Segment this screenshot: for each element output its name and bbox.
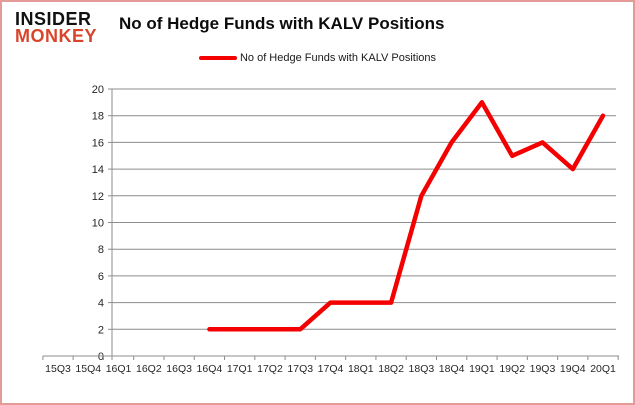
- x-axis-label: 18Q4: [439, 363, 465, 375]
- x-axis-label: 18Q2: [378, 363, 404, 375]
- series-line: [207, 100, 606, 332]
- logo-insider-text: INSIDER: [15, 9, 92, 29]
- x-axis-label: 17Q4: [318, 363, 344, 375]
- legend-line-swatch: [198, 56, 237, 60]
- y-axis-label: 0: [98, 351, 104, 363]
- y-axis-label: 10: [92, 218, 104, 230]
- logo-monkey-text: MONKEY: [15, 26, 98, 47]
- chart-title: No of Hedge Funds with KALV Positions: [119, 14, 445, 33]
- x-axis-label: 16Q2: [136, 363, 162, 375]
- x-axis-label: 18Q3: [409, 363, 435, 375]
- insider-monkey-logo: INSIDER MONKEY: [15, 9, 98, 47]
- x-axis-label: 17Q2: [257, 363, 283, 375]
- x-axis-label: 19Q1: [469, 363, 495, 375]
- y-axis-label: 14: [92, 164, 104, 176]
- chart-legend: No of Hedge Funds with KALV Positions: [2, 52, 633, 64]
- y-axis-label: 16: [92, 137, 104, 149]
- x-axis-label: 19Q4: [560, 363, 586, 375]
- x-axis-label: 15Q4: [75, 363, 101, 375]
- x-axis-label: 16Q1: [106, 363, 132, 375]
- x-axis-label: 18Q1: [348, 363, 374, 375]
- y-axis-label: 2: [98, 324, 104, 336]
- legend-label: No of Hedge Funds with KALV Positions: [239, 52, 437, 64]
- y-axis-label: 12: [92, 191, 104, 203]
- x-axis-label: 19Q3: [530, 363, 556, 375]
- x-axis-label: 19Q2: [499, 363, 525, 375]
- x-axis-label: 20Q1: [590, 363, 616, 375]
- x-axis-label: 16Q3: [166, 363, 192, 375]
- y-axis-label: 18: [92, 111, 104, 123]
- x-axis-label: 16Q4: [197, 363, 223, 375]
- y-axis-label: 6: [98, 271, 104, 283]
- y-axis-label: 20: [92, 84, 104, 96]
- x-axis-label: 17Q3: [287, 363, 313, 375]
- x-axis-label: 15Q3: [45, 363, 71, 375]
- x-axis-label: 17Q1: [227, 363, 253, 375]
- y-axis-label: 4: [98, 298, 104, 310]
- y-axis-label: 8: [98, 244, 104, 256]
